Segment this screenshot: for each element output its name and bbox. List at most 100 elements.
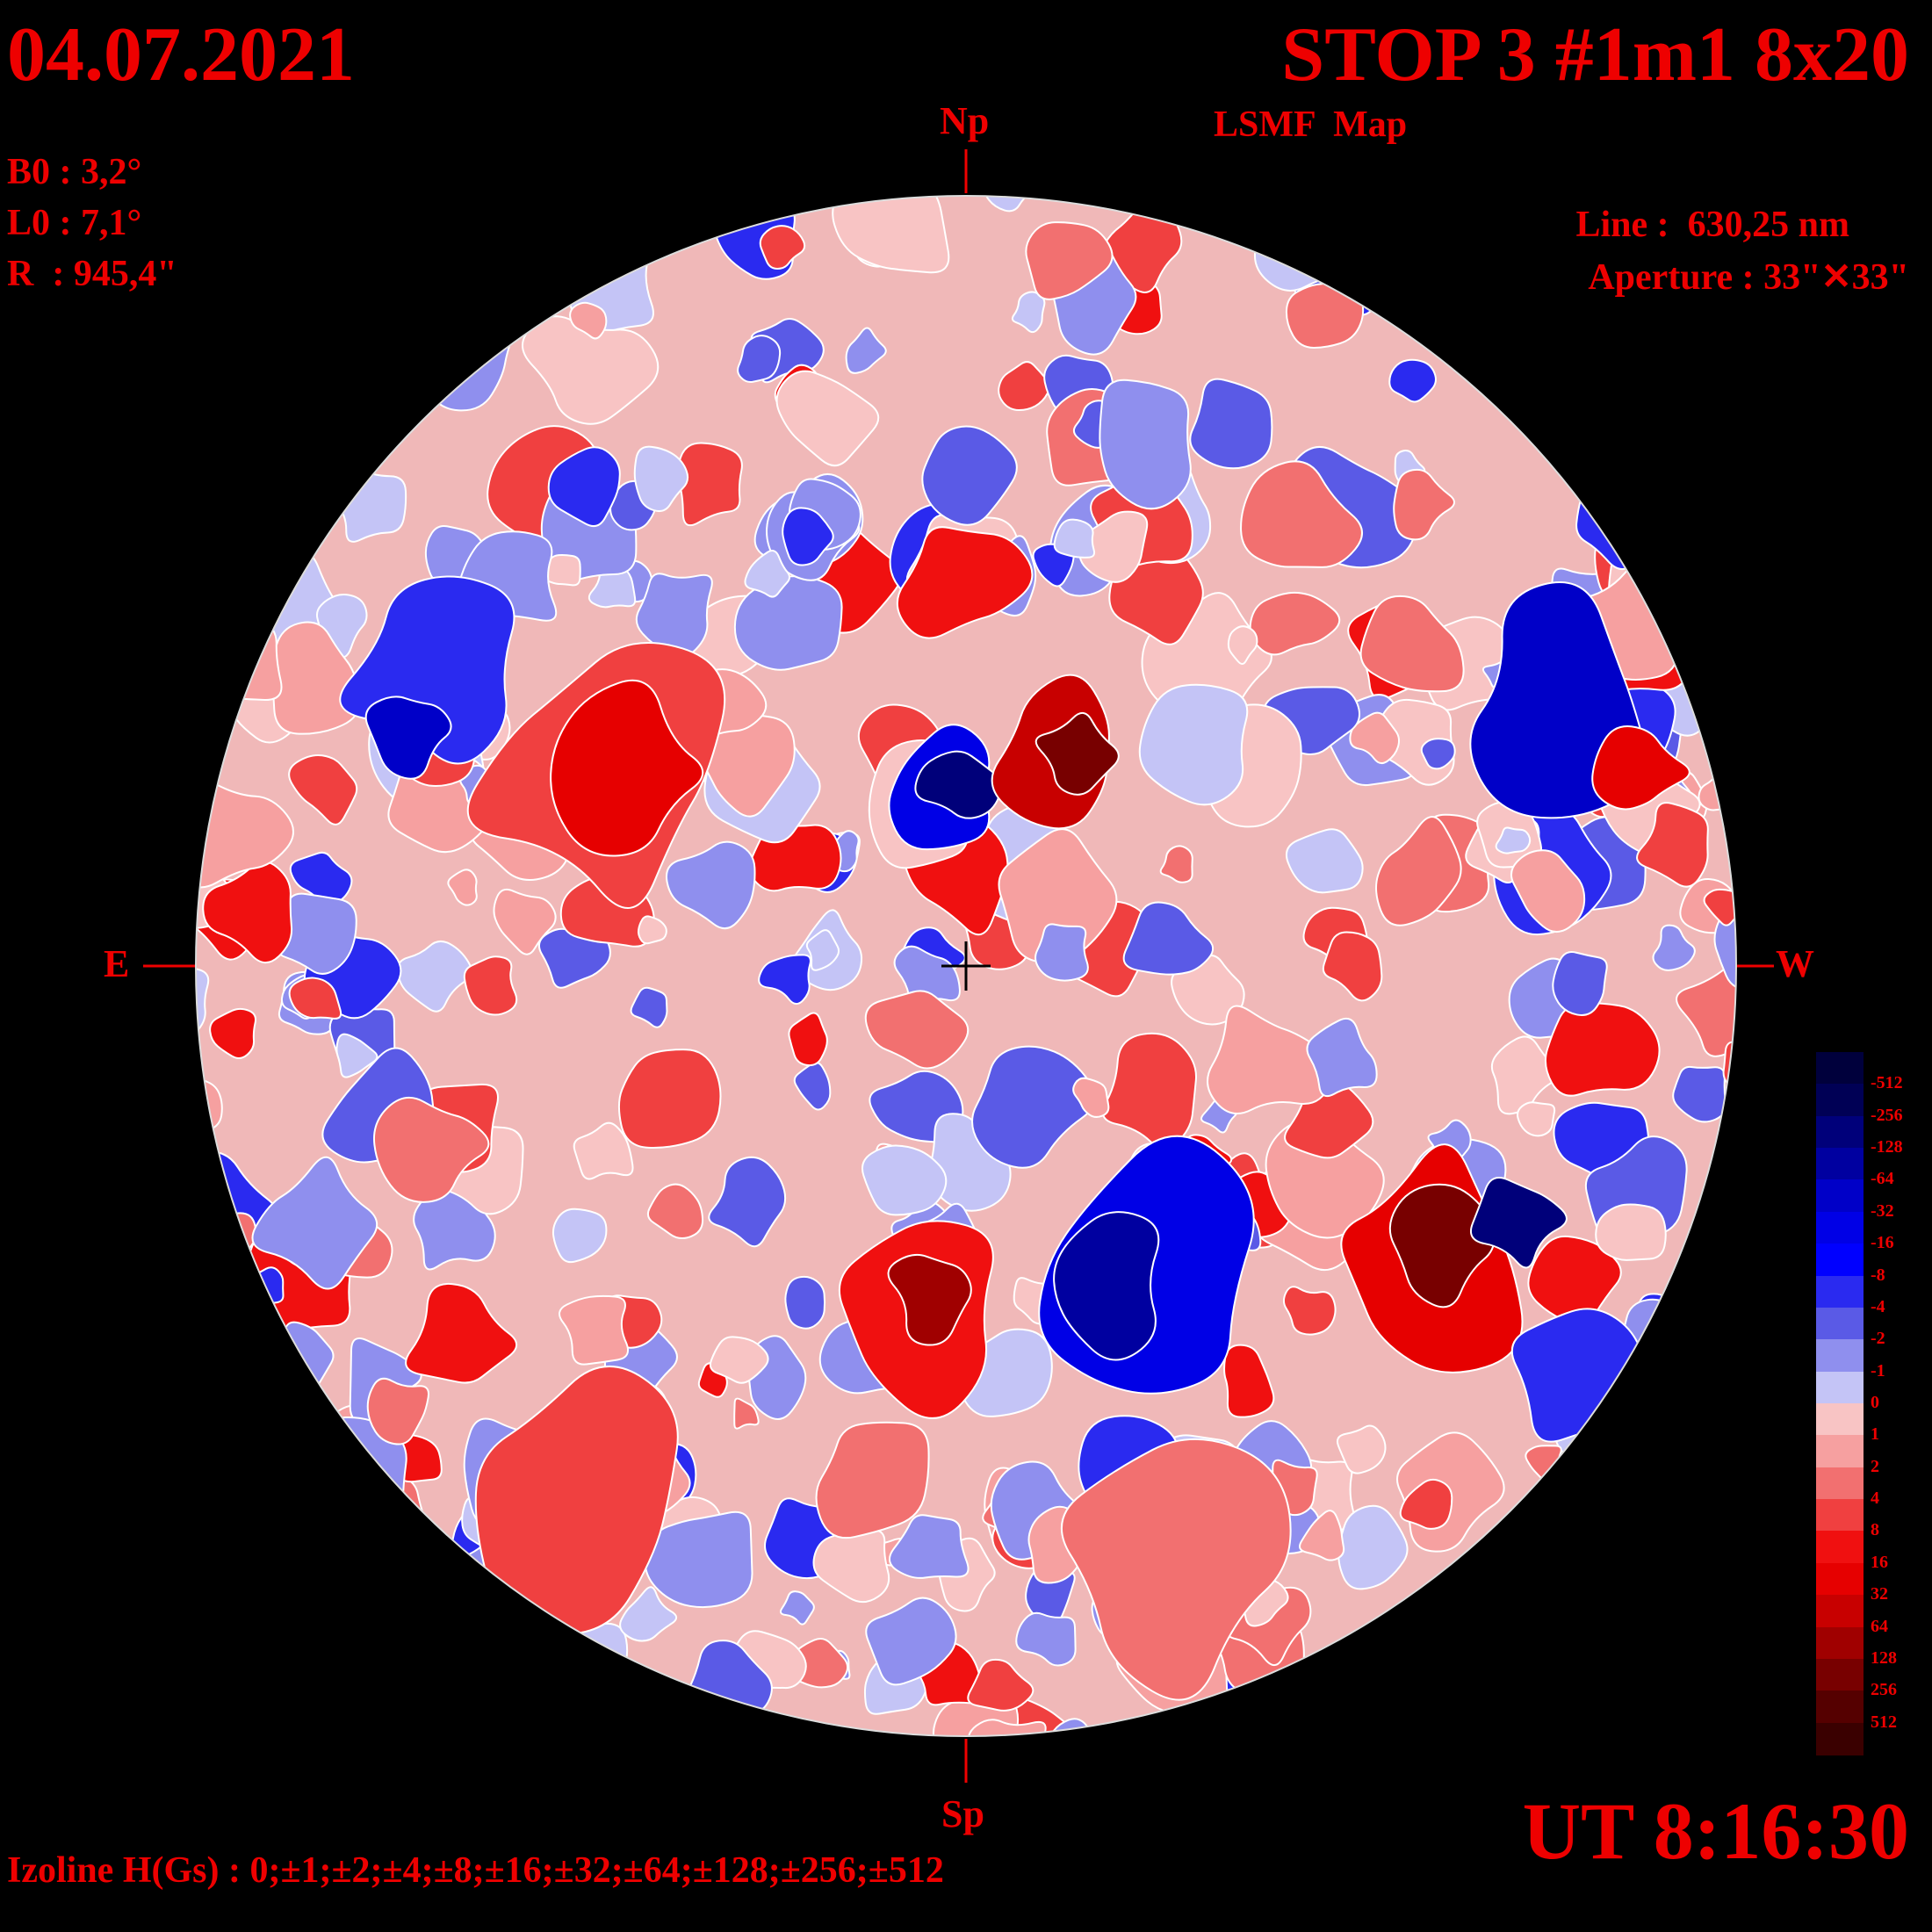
field-patch (864, 990, 970, 1070)
field-patch (223, 340, 358, 458)
disk-content (196, 196, 1736, 1736)
field-patch (1060, 1438, 1292, 1701)
field-patch (432, 238, 501, 305)
field-patch (209, 1007, 257, 1059)
field-patch (196, 1363, 252, 1464)
field-patch (1285, 828, 1364, 894)
field-patch (782, 1726, 825, 1736)
field-patch (488, 196, 588, 281)
field-patch (921, 425, 1018, 526)
legend-swatch (1816, 1307, 1864, 1341)
field-patch (1713, 905, 1736, 991)
field-patch (708, 1156, 787, 1248)
field-patch (1567, 1567, 1675, 1702)
field-patch (335, 1033, 378, 1078)
field-patch (1285, 282, 1365, 349)
field-patch (1025, 221, 1114, 300)
field-patch (1420, 738, 1456, 770)
map-subtitle: LSMF Map (1214, 105, 1408, 145)
map-title: STOP 3 #1m1 8x20 (1281, 12, 1909, 97)
field-patch (759, 225, 806, 270)
legend-label: 1 (1871, 1424, 1879, 1445)
legend-swatch (1816, 1244, 1864, 1277)
field-patch (1434, 251, 1475, 296)
field-patch (914, 750, 1002, 819)
field-patch (1122, 901, 1215, 976)
field-patch (1669, 443, 1736, 554)
field-patch (971, 1045, 1096, 1169)
legend-swatch (1816, 1115, 1864, 1150)
legend-swatch (1816, 1371, 1864, 1404)
field-patch (288, 977, 342, 1020)
field-patch (1429, 218, 1468, 254)
field-patch (633, 445, 689, 513)
field-patch (1011, 291, 1046, 334)
east-label: E (104, 942, 130, 985)
field-patch (1517, 1101, 1556, 1137)
field-patch (1224, 196, 1312, 251)
field-patch (196, 1429, 243, 1566)
field-patch (1359, 196, 1454, 285)
field-patch (341, 1642, 403, 1695)
param-radius: R : 945,4" (7, 254, 177, 294)
param-line: Line : 630,25 nm (1575, 205, 1849, 245)
field-patch (617, 1049, 722, 1149)
legend-swatch (1816, 1211, 1864, 1245)
field-patch (1146, 196, 1194, 213)
field-patch (196, 967, 210, 1039)
field-patch (1399, 1478, 1453, 1530)
field-patch (1652, 924, 1696, 971)
field-patch (1693, 1462, 1736, 1531)
field-patch (1644, 1586, 1731, 1666)
field-patch (1388, 1183, 1496, 1308)
field-patch (289, 851, 353, 906)
field-patch (196, 494, 287, 575)
field-patch (1189, 378, 1273, 470)
legend-label: 256 (1871, 1680, 1897, 1700)
field-patch (1336, 1424, 1387, 1474)
param-aperture: Aperture : 33"✕33" (1588, 257, 1909, 298)
field-patch (1463, 1670, 1509, 1719)
field-patch (1322, 931, 1383, 1002)
field-patch (887, 1253, 972, 1346)
field-patch (357, 286, 459, 378)
field-patch (362, 1725, 425, 1736)
legend-swatch (1816, 1690, 1864, 1724)
field-patch (775, 370, 880, 467)
field-patch (1265, 1664, 1365, 1736)
field-patch (1359, 595, 1465, 693)
field-patch (1595, 234, 1693, 364)
field-patch (650, 196, 699, 233)
field-patch (832, 196, 950, 274)
south-pole-label: Sp (941, 1792, 984, 1835)
field-patch (206, 196, 256, 205)
field-patch (1159, 845, 1193, 883)
field-patch (421, 196, 523, 277)
field-patch (1282, 1286, 1337, 1336)
field-patch (1223, 1344, 1275, 1418)
field-patch (322, 384, 395, 451)
field-patch (196, 196, 214, 230)
field-patch (1253, 196, 1383, 292)
field-patch (1299, 1510, 1345, 1561)
legend-label: 16 (1871, 1552, 1888, 1572)
field-patch (1034, 711, 1120, 796)
field-patch (1053, 518, 1096, 559)
field-patch (998, 828, 1118, 964)
legend-swatch (1816, 1084, 1864, 1117)
field-patch (1610, 196, 1663, 211)
field-patch (364, 696, 452, 780)
legend-swatch (1816, 1435, 1864, 1468)
field-patch (405, 1283, 518, 1384)
field-patch (865, 1597, 957, 1686)
field-patch (784, 1275, 826, 1330)
field-patch (1575, 1408, 1687, 1509)
field-patch (644, 1510, 753, 1609)
field-patch (1101, 1032, 1198, 1150)
field-patch (270, 1554, 316, 1601)
field-patch (1409, 1638, 1473, 1681)
field-patch (1631, 1514, 1669, 1562)
field-patch (1488, 1547, 1571, 1645)
field-patch (1616, 472, 1719, 562)
legend-label: -128 (1871, 1137, 1903, 1157)
